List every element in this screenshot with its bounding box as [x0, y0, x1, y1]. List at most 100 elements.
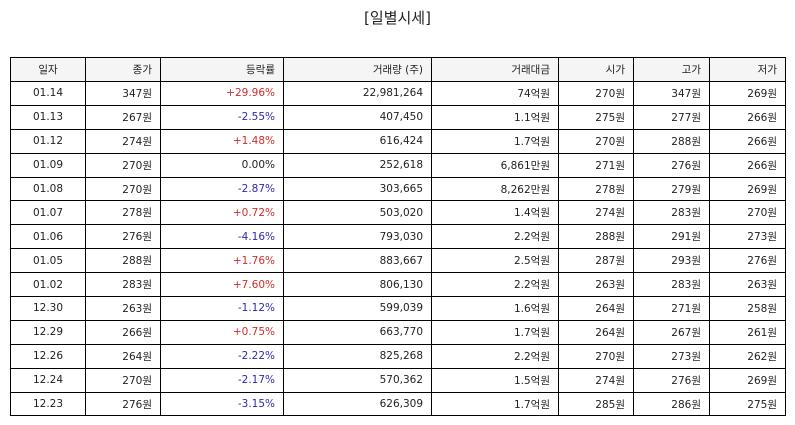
- cell-open: 270원: [558, 128, 634, 154]
- cell-low: 276원: [709, 248, 786, 274]
- cell-open: 271원: [558, 152, 634, 178]
- cell-date: 01.06: [10, 224, 86, 250]
- cell-change: 0.00%: [160, 152, 284, 178]
- cell-amount: 2.2억원: [431, 272, 559, 298]
- cell-change: +0.75%: [160, 319, 284, 345]
- cell-amount: 1.7억원: [431, 128, 559, 154]
- cell-high: 347원: [633, 81, 710, 106]
- cell-volume: 503,020: [283, 200, 432, 226]
- table-row: 01.06 276원 -4.16% 793,030 2.2억원 288원 291원 273원: [10, 224, 786, 250]
- table-row: 01.13 267원 -2.55% 407,450 1.1억원 275원 277원 266원: [10, 104, 786, 130]
- cell-change: -2.55%: [160, 104, 284, 130]
- cell-volume: 825,268: [283, 343, 432, 369]
- cell-open: 270원: [558, 343, 634, 369]
- table-body: 01.14 347원 +29.96% 22,981,264 74억원 270원 347원 26…: [10, 81, 786, 417]
- cell-high: 279원: [633, 176, 710, 202]
- cell-low: 262원: [709, 343, 786, 369]
- cell-date: 12.30: [10, 296, 86, 321]
- table-row: 01.02 283원 +7.60% 806,130 2.2억원 263원 283원 263원: [10, 272, 786, 298]
- cell-date: 01.12: [10, 128, 86, 154]
- cell-amount: 74억원: [431, 81, 559, 106]
- cell-low: 269원: [709, 81, 786, 106]
- cell-open: 274원: [558, 367, 634, 393]
- cell-low: 266원: [709, 104, 786, 130]
- cell-date: 12.29: [10, 319, 86, 345]
- cell-low: 258원: [709, 296, 786, 321]
- cell-high: 293원: [633, 248, 710, 274]
- cell-low: 275원: [709, 391, 786, 417]
- cell-date: 12.23: [10, 391, 86, 417]
- column-header-low: 저가: [709, 57, 786, 82]
- table-row: 01.09 270원 0.00% 252,618 6,861만원 271원 276원 266원: [10, 152, 786, 178]
- cell-close: 266원: [85, 319, 161, 345]
- cell-open: 264원: [558, 319, 634, 345]
- table-row: 12.24 270원 -2.17% 570,362 1.5억원 274원 276원 269원: [10, 367, 786, 393]
- page-title: [일별시세]: [364, 9, 431, 27]
- cell-volume: 793,030: [283, 224, 432, 250]
- table-header-row: 일자 종가 등락률 거래량 (주) 거래대금 시가 고가 저가: [10, 57, 786, 82]
- cell-low: 270원: [709, 200, 786, 226]
- column-header-high: 고가: [633, 57, 710, 82]
- cell-change: +1.76%: [160, 248, 284, 274]
- cell-volume: 616,424: [283, 128, 432, 154]
- table-row: 12.29 266원 +0.75% 663,770 1.7억원 264원 267원 261원: [10, 319, 786, 345]
- cell-date: 12.24: [10, 367, 86, 393]
- cell-amount: 2.5억원: [431, 248, 559, 274]
- cell-volume: 663,770: [283, 319, 432, 345]
- cell-high: 288원: [633, 128, 710, 154]
- cell-close: 347원: [85, 81, 161, 106]
- cell-high: 267원: [633, 319, 710, 345]
- cell-high: 291원: [633, 224, 710, 250]
- cell-close: 278원: [85, 200, 161, 226]
- cell-close: 276원: [85, 224, 161, 250]
- cell-open: 287원: [558, 248, 634, 274]
- cell-low: 269원: [709, 176, 786, 202]
- cell-change: -2.87%: [160, 176, 284, 202]
- cell-low: 261원: [709, 319, 786, 345]
- cell-amount: 2.2억원: [431, 224, 559, 250]
- cell-date: 01.13: [10, 104, 86, 130]
- table-row: 01.14 347원 +29.96% 22,981,264 74억원 270원 347원 26…: [10, 81, 786, 106]
- cell-change: +0.72%: [160, 200, 284, 226]
- cell-amount: 1.4억원: [431, 200, 559, 226]
- table-row: 01.12 274원 +1.48% 616,424 1.7억원 270원 288원 266원: [10, 128, 786, 154]
- cell-close: 270원: [85, 367, 161, 393]
- cell-amount: 8,262만원: [431, 176, 559, 202]
- cell-change: +7.60%: [160, 272, 284, 298]
- cell-close: 270원: [85, 176, 161, 202]
- cell-change: +29.96%: [160, 81, 284, 106]
- cell-date: 01.09: [10, 152, 86, 178]
- cell-close: 283원: [85, 272, 161, 298]
- column-header-amount: 거래대금: [431, 57, 559, 82]
- cell-change: -1.12%: [160, 296, 284, 321]
- column-header-volume: 거래량 (주): [283, 57, 432, 82]
- cell-volume: 626,309: [283, 391, 432, 417]
- cell-amount: 2.2억원: [431, 343, 559, 369]
- cell-close: 270원: [85, 152, 161, 178]
- cell-volume: 883,667: [283, 248, 432, 274]
- column-header-open: 시가: [558, 57, 634, 82]
- cell-close: 276원: [85, 391, 161, 417]
- cell-high: 283원: [633, 272, 710, 298]
- table-row: 12.26 264원 -2.22% 825,268 2.2억원 270원 273원 262원: [10, 343, 786, 369]
- cell-high: 276원: [633, 367, 710, 393]
- cell-change: -3.15%: [160, 391, 284, 417]
- cell-amount: 1.1억원: [431, 104, 559, 130]
- cell-date: 01.05: [10, 248, 86, 274]
- cell-amount: 1.7억원: [431, 391, 559, 417]
- cell-change: -2.17%: [160, 367, 284, 393]
- cell-volume: 252,618: [283, 152, 432, 178]
- cell-date: 01.02: [10, 272, 86, 298]
- cell-open: 278원: [558, 176, 634, 202]
- cell-amount: 1.5억원: [431, 367, 559, 393]
- cell-volume: 570,362: [283, 367, 432, 393]
- cell-volume: 407,450: [283, 104, 432, 130]
- cell-volume: 303,665: [283, 176, 432, 202]
- cell-low: 266원: [709, 128, 786, 154]
- cell-amount: 6,861만원: [431, 152, 559, 178]
- table-row: 01.08 270원 -2.87% 303,665 8,262만원 278원 279원 269…: [10, 176, 786, 202]
- cell-open: 285원: [558, 391, 634, 417]
- cell-change: -4.16%: [160, 224, 284, 250]
- column-header-date: 일자: [10, 57, 86, 82]
- cell-high: 276원: [633, 152, 710, 178]
